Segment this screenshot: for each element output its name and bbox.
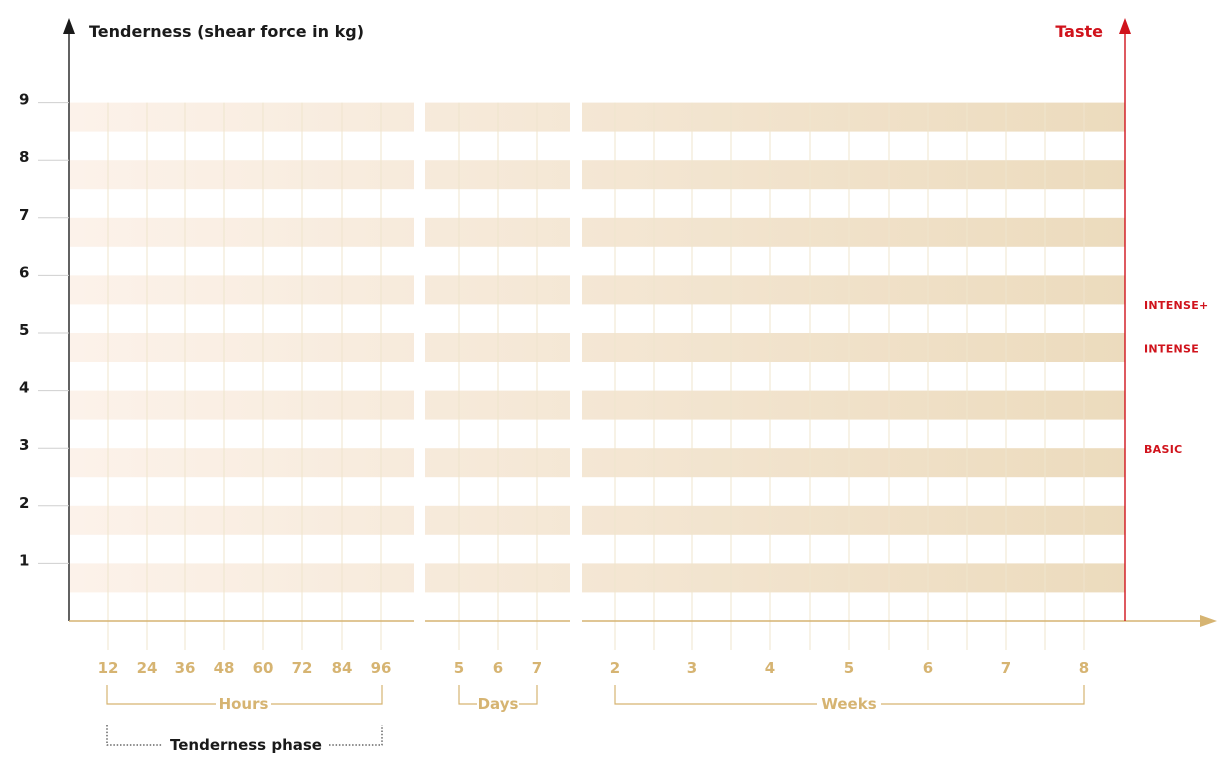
taste-level-intense: INTENSE — [1144, 342, 1199, 355]
x-tick-label-weeks-3: 3 — [687, 659, 697, 677]
band-1-seg3 — [582, 563, 1125, 593]
x-tick-label-weeks-7: 7 — [1001, 659, 1011, 677]
band-6-seg3 — [582, 275, 1125, 305]
x-tick-label-weeks-2: 2 — [610, 659, 620, 677]
band-4-seg1 — [70, 390, 414, 420]
y-axis-arrow — [63, 18, 75, 34]
bracket-left-days — [458, 685, 477, 705]
y-tick-label-9: 9 — [19, 91, 29, 109]
band-5-seg3 — [582, 333, 1125, 362]
vertical-gridlines — [107, 102, 1085, 650]
band-2-seg1 — [70, 505, 414, 535]
x-tick-label-days-7: 7 — [532, 659, 542, 677]
bracket-right-hours — [271, 685, 383, 705]
x-tick-label-weeks-6: 6 — [923, 659, 933, 677]
taste-level-basic: BASIC — [1144, 443, 1183, 456]
y-axis: 1 2 3 4 5 6 7 8 9 — [19, 18, 75, 621]
y-tick-label-3: 3 — [19, 436, 29, 454]
x-tick-label-hours-96: 96 — [371, 659, 392, 677]
x-tick-label-hours-36: 36 — [175, 659, 196, 677]
band-8-seg1 — [70, 160, 414, 190]
band-4-seg3 — [582, 390, 1125, 420]
y-tick-label-4: 4 — [19, 379, 29, 397]
x-tick-label-hours-12: 12 — [98, 659, 119, 677]
group-label-days: Days — [478, 695, 519, 713]
bracket-right-days — [519, 685, 538, 705]
x-tick-label-weeks-8: 8 — [1079, 659, 1089, 677]
group-label-weeks: Weeks — [821, 695, 876, 713]
x-tick-label-weeks-4: 4 — [765, 659, 775, 677]
y-tick-label-8: 8 — [19, 148, 29, 166]
y-axis-label: Tenderness (shear force in kg) — [89, 22, 364, 41]
y-tick-label-7: 7 — [19, 206, 29, 224]
band-3-seg3 — [582, 448, 1125, 478]
y-tick-label-5: 5 — [19, 321, 29, 339]
x-tick-label-hours-72: 72 — [292, 659, 313, 677]
x-axis-arrow — [1200, 615, 1217, 627]
band-1-seg1 — [70, 563, 414, 593]
taste-level-intense-plus: INTENSE+ — [1144, 299, 1209, 312]
band-8-seg3 — [582, 160, 1125, 190]
x-tick-label-hours-60: 60 — [253, 659, 274, 677]
band-6-seg1 — [70, 275, 414, 305]
group-label-hours: Hours — [219, 695, 269, 713]
taste-axis: BASIC INTENSE INTENSE+ — [1119, 18, 1209, 621]
phase-bracket-right — [329, 725, 383, 746]
axis-labels: Tenderness (shear force in kg) Taste — [89, 22, 1103, 41]
band-3-seg1 — [70, 448, 414, 478]
bracket-left-hours — [106, 685, 216, 705]
x-tick-label-hours-48: 48 — [214, 659, 235, 677]
y-tick-label-1: 1 — [19, 551, 29, 569]
x-tick-label-days-6: 6 — [493, 659, 503, 677]
taste-axis-label: Taste — [1055, 22, 1103, 41]
x-tick-label-hours-84: 84 — [332, 659, 353, 677]
phase-bracket-left — [106, 725, 162, 746]
tenderness-phase-label: Tenderness phase — [170, 736, 322, 754]
bracket-right-weeks — [881, 685, 1085, 705]
band-7-seg1 — [70, 217, 414, 247]
band-9-seg1 — [70, 102, 414, 132]
band-7-seg3 — [582, 217, 1125, 247]
band-9-seg3 — [582, 102, 1125, 132]
x-tick-label-hours-24: 24 — [137, 659, 158, 677]
y-tick-label-2: 2 — [19, 494, 29, 512]
x-tick-label-days-5: 5 — [454, 659, 464, 677]
bracket-left-weeks — [614, 685, 817, 705]
taste-axis-arrow — [1119, 18, 1131, 34]
band-2-seg3 — [582, 505, 1125, 535]
y-tick-label-6: 6 — [19, 263, 29, 281]
x-tick-label-weeks-5: 5 — [844, 659, 854, 677]
band-5-seg1 — [70, 333, 414, 362]
